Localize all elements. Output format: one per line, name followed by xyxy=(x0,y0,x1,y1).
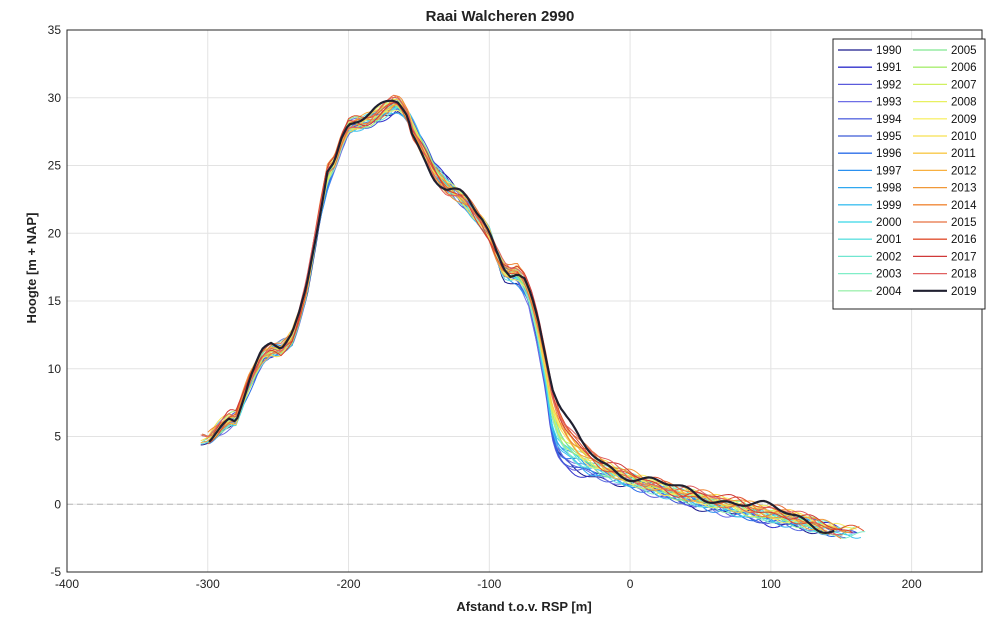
legend-entry: 1999 xyxy=(876,200,902,212)
series-line-2006 xyxy=(208,103,835,531)
y-tick-label: 15 xyxy=(48,294,62,308)
series-line-1997 xyxy=(208,105,841,536)
y-tick-label: 30 xyxy=(48,91,62,105)
x-axis-label: Afstand t.o.v. RSP [m] xyxy=(456,599,591,614)
legend-entry: 2015 xyxy=(951,217,977,229)
series-line-2019 xyxy=(208,99,835,535)
legend-entry: 1990 xyxy=(876,45,902,57)
chart-title: Raai Walcheren 2990 xyxy=(426,8,575,25)
y-tick-label: -5 xyxy=(50,565,61,579)
y-tick-label: 35 xyxy=(48,23,62,37)
legend-entry: 1997 xyxy=(876,165,902,177)
y-axis-label: Hoogte [m + NAP] xyxy=(24,213,39,324)
profile-lines xyxy=(200,94,866,540)
legend-entry: 1996 xyxy=(876,148,902,160)
legend-entry: 2011 xyxy=(951,148,976,160)
legend-entry: 1994 xyxy=(876,114,902,126)
series-line-2005 xyxy=(207,105,845,530)
x-tick-label: 100 xyxy=(761,577,781,591)
legend-entry: 2007 xyxy=(951,79,977,91)
series-line-2014 xyxy=(207,95,842,540)
series-line-2015 xyxy=(201,94,831,535)
series-line-1998 xyxy=(210,112,831,528)
legend-entry: 1993 xyxy=(876,97,902,109)
legend: 1990 1991 1992 1993 1994 1995 1996 1997 1998 1999… xyxy=(832,38,986,310)
legend-entry: 2001 xyxy=(876,234,902,246)
x-tick-labels: -400 -300 -200 -100 0 100 200 xyxy=(55,577,922,591)
legend-entry: 1995 xyxy=(876,131,902,143)
x-tick-label: -100 xyxy=(477,577,501,591)
y-tick-label: 20 xyxy=(48,226,62,240)
series-line-2010 xyxy=(200,102,838,530)
legend-entry: 2014 xyxy=(951,200,977,212)
legend-entry: 2008 xyxy=(951,97,977,109)
x-tick-label: 200 xyxy=(902,577,922,591)
legend-entry: 2012 xyxy=(951,165,977,177)
legend-entry: 1992 xyxy=(876,79,902,91)
legend-entry: 2000 xyxy=(876,217,902,229)
legend-entry: 2018 xyxy=(951,269,977,281)
legend-entry: 2005 xyxy=(951,45,977,57)
y-tick-label: 10 xyxy=(48,362,62,376)
legend-entry: 2013 xyxy=(951,183,977,195)
x-tick-label: -300 xyxy=(196,577,220,591)
legend-entry: 2016 xyxy=(951,234,977,246)
legend-entry: 2010 xyxy=(951,131,977,143)
legend-entry: 2003 xyxy=(876,269,902,281)
series-line-2011 xyxy=(210,98,828,531)
legend-entry: 2002 xyxy=(876,251,902,263)
legend-entry: 1998 xyxy=(876,183,902,195)
y-tick-label: 5 xyxy=(54,430,61,444)
legend-entry: 2004 xyxy=(876,286,902,298)
legend-entry: 2006 xyxy=(951,62,977,74)
legend-entry: 2017 xyxy=(951,251,977,263)
x-tick-label: -400 xyxy=(55,577,79,591)
grid-lines xyxy=(66,29,982,573)
series-line-2013 xyxy=(206,102,852,533)
legend-entry: 1991 xyxy=(876,62,902,74)
x-tick-label: -200 xyxy=(337,577,361,591)
legend-entry: 2019 xyxy=(951,286,977,298)
y-tick-label: 25 xyxy=(48,159,62,173)
x-tick-label: 0 xyxy=(627,577,634,591)
y-tick-labels: -5 0 5 10 15 20 25 30 35 xyxy=(48,23,62,579)
y-tick-label: 0 xyxy=(54,497,61,511)
legend-entry: 2009 xyxy=(951,114,977,126)
